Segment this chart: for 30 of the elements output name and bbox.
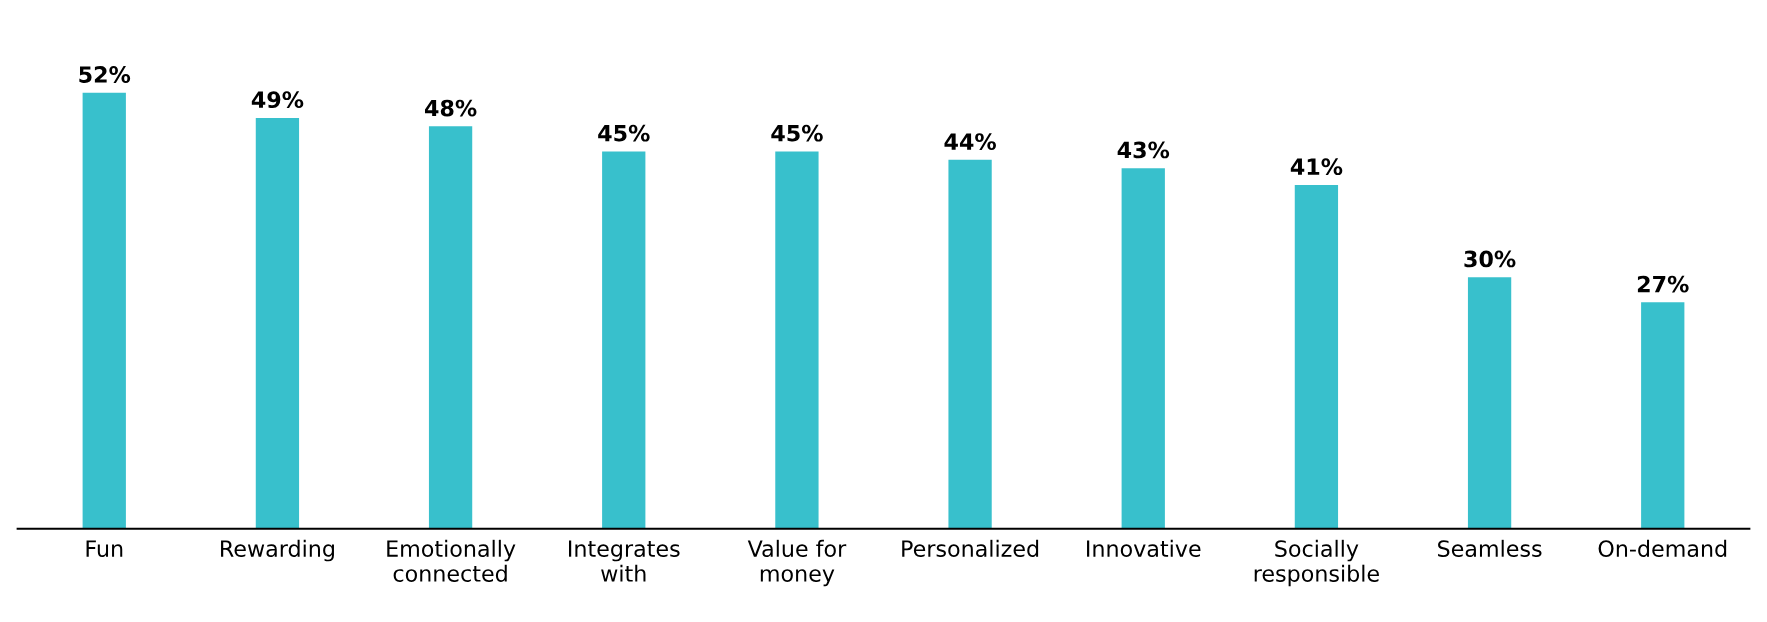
data-label: 27% (1637, 275, 1689, 293)
data-label: 30% (1464, 250, 1516, 268)
bar (1294, 184, 1339, 529)
x-tick-label: Rewarding (221, 539, 334, 562)
data-label: 41% (1290, 158, 1343, 176)
x-tick-label: Integrates with (569, 540, 680, 582)
x-tick-label: Socially responsible (1254, 539, 1379, 587)
data-label: 45% (598, 124, 650, 142)
x-tick-label: Emotionally connected (387, 539, 516, 582)
bar (255, 117, 300, 529)
bar (948, 159, 992, 529)
data-label: 45% (771, 124, 823, 142)
bar (82, 92, 126, 529)
data-label: 52% (79, 66, 131, 83)
data-label: 49% (251, 91, 304, 109)
data-label: 48% (424, 99, 477, 117)
x-tick-label: On-demand (1598, 539, 1727, 558)
x-tick-label: Value for money (747, 539, 847, 587)
x-tick-label: Personalized (902, 539, 1039, 558)
data-label: 43% (1117, 141, 1170, 159)
x-tick-label: Fun (86, 540, 123, 558)
bar (775, 151, 819, 529)
x-tick-label: Innovative (1087, 539, 1201, 558)
bar (428, 126, 473, 529)
bar (1121, 168, 1165, 529)
bar (1467, 277, 1512, 529)
data-label: 44% (944, 133, 996, 150)
x-tick-label: Seamless (1438, 539, 1542, 558)
bar (602, 151, 646, 529)
bar (1641, 302, 1685, 529)
